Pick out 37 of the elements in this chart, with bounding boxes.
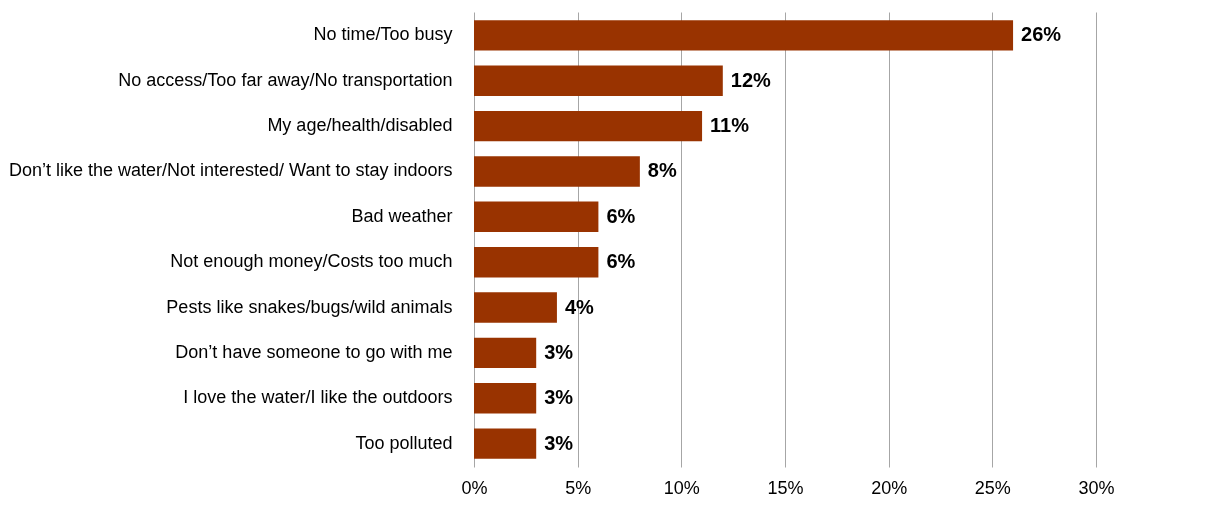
data-label: 26% [1021, 23, 1062, 46]
y-tick-label: No time/Too busy [313, 24, 453, 45]
bar [474, 156, 640, 187]
x-tick-label: 15% [767, 477, 804, 498]
data-label: 4% [564, 295, 595, 318]
bar [474, 65, 723, 96]
bar [474, 201, 599, 233]
y-tick-label: Pests like snakes/bugs/wild animals [166, 296, 453, 317]
bar [474, 292, 557, 323]
y-tick-label: Too polluted [355, 432, 453, 453]
x-tick-label: 0% [461, 477, 488, 498]
x-tick-label: 30% [1078, 477, 1115, 498]
bar [474, 20, 1014, 51]
bar [474, 246, 599, 278]
y-tick-label: Don’t like the water/Not interested/ Want to stay indoors [8, 160, 453, 181]
data-label: 11% [710, 114, 750, 137]
bar [474, 110, 703, 142]
data-label: 6% [606, 204, 636, 227]
y-tick-label: Don’t have someone to go with me [175, 341, 453, 362]
bar [474, 383, 537, 414]
x-tick-label: 25% [974, 477, 1011, 498]
data-label: 8% [647, 159, 677, 182]
y-tick-label: Bad weather [351, 205, 453, 226]
data-label: 3% [544, 340, 574, 363]
data-label: 6% [606, 250, 636, 273]
bar [474, 337, 537, 369]
y-tick-label: My age/health/disabled [267, 115, 453, 136]
y-tick-label: No access/Too far away/No transportation [118, 69, 453, 90]
bar [474, 428, 537, 459]
data-label: 3% [544, 386, 574, 409]
data-label: 12% [730, 68, 772, 91]
y-tick-label: Not enough money/Costs too much [170, 251, 453, 272]
x-tick-label: 20% [871, 477, 908, 498]
x-tick-label: 10% [663, 477, 700, 498]
data-label: 3% [544, 431, 574, 454]
y-tick-label: I love the water/I like the outdoors [183, 387, 453, 408]
x-tick-label: 5% [565, 477, 592, 498]
